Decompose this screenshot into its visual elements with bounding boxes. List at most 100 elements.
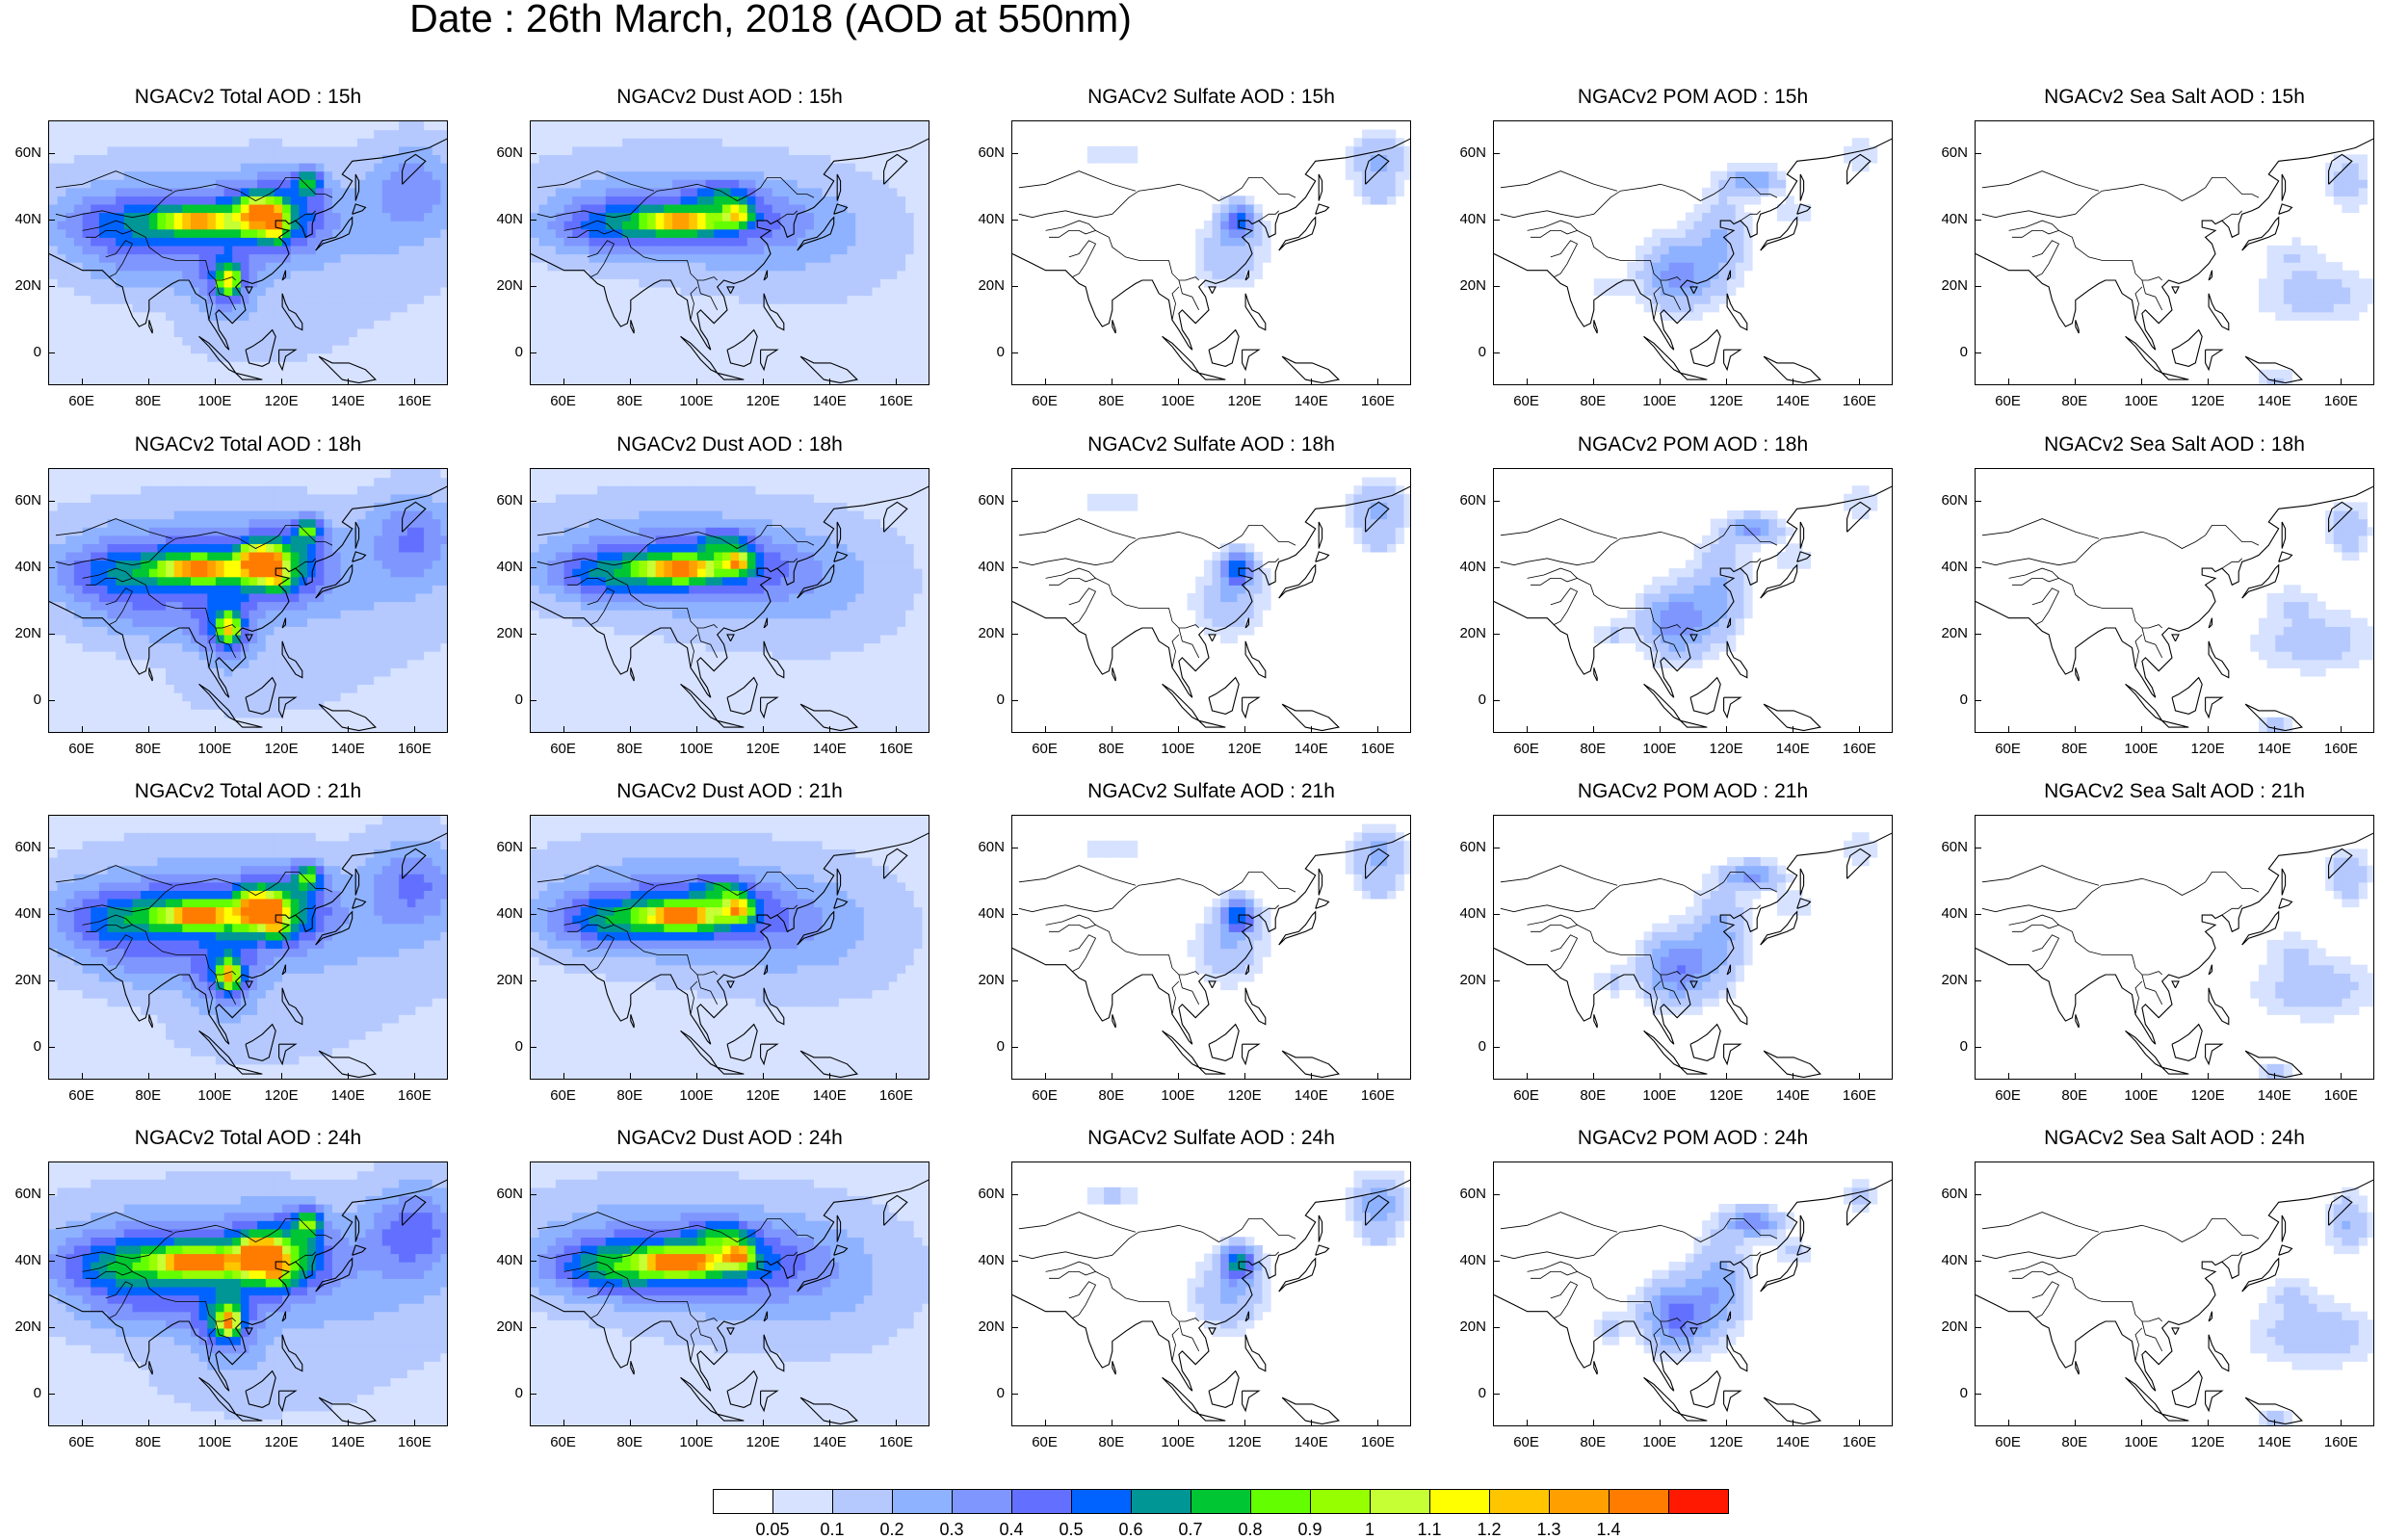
aod-cell: [1387, 163, 1397, 172]
aod-cell: [223, 196, 233, 205]
aod-cell: [538, 311, 548, 321]
aod-cell: [689, 352, 698, 362]
aod-cell: [772, 170, 781, 180]
aod-cell: [1237, 228, 1246, 238]
aod-cell: [349, 345, 358, 354]
aod-cell: [1245, 212, 1255, 222]
aod-cell: [132, 237, 142, 247]
aod-cell: [2283, 295, 2293, 304]
aod-cell: [863, 187, 873, 196]
coastline: [1726, 270, 1732, 281]
aod-cell: [805, 212, 815, 222]
aod-cell: [680, 320, 690, 329]
aod-cell: [772, 369, 781, 378]
aod-cell: [182, 469, 192, 479]
country-border: [1045, 220, 1169, 261]
aod-cell: [123, 286, 133, 297]
aod-cell: [780, 212, 790, 222]
aod-cell: [822, 345, 831, 354]
aod-cell: [764, 196, 773, 205]
aod-cell: [597, 138, 607, 147]
aod-cell: [148, 295, 158, 304]
aod-cell: [198, 286, 208, 297]
aod-cell: [91, 295, 100, 304]
aod-cell: [897, 154, 906, 164]
aod-cell: [822, 121, 831, 131]
aod-cell: [290, 145, 300, 155]
country-border: [1068, 240, 1097, 277]
aod-cell: [198, 187, 208, 196]
aod-cell: [872, 187, 881, 196]
aod-cell: [340, 228, 350, 238]
aod-cell: [755, 378, 765, 384]
longitude-tick-label: 160E: [1360, 393, 1395, 409]
aod-cell: [307, 477, 317, 486]
aod-cell: [265, 336, 275, 346]
aod-cell: [605, 196, 615, 205]
aod-cell: [2342, 196, 2351, 205]
aod-cell: [555, 138, 565, 147]
country-border: [563, 220, 688, 261]
aod-cell: [390, 352, 400, 362]
aod-cell: [315, 361, 325, 371]
aod-cell: [415, 121, 425, 131]
latitude-tick-label: 60N: [978, 144, 1005, 162]
aod-cell: [847, 253, 856, 263]
aod-cell: [65, 327, 75, 337]
aod-cell: [132, 601, 142, 611]
aod-cell: [639, 212, 648, 222]
aod-cell: [622, 278, 632, 288]
aod-cell: [415, 361, 425, 371]
aod-cell: [191, 626, 200, 636]
aod-cell: [182, 203, 192, 214]
aod-cell: [315, 717, 325, 726]
aod-cell: [82, 196, 92, 205]
aod-cell: [191, 510, 200, 520]
aod-cell: [365, 163, 375, 172]
aod-cell: [157, 369, 167, 378]
aod-cell: [399, 145, 408, 155]
aod-cell: [166, 576, 175, 586]
aod-cell: [107, 327, 117, 337]
aod-cell: [390, 187, 400, 196]
aod-cell: [98, 303, 109, 313]
aod-cell: [98, 262, 109, 272]
aod-cell: [57, 196, 66, 205]
aod-cell: [191, 551, 200, 561]
aod-cell: [57, 493, 66, 503]
aod-cell: [822, 245, 831, 255]
aod-cell: [191, 212, 200, 222]
aod-cell: [324, 592, 333, 603]
aod-cell: [116, 568, 125, 578]
longitude-tick-label: 120E: [264, 393, 299, 409]
aod-cell: [739, 369, 748, 378]
aod-cell: [880, 196, 890, 205]
aod-cell: [182, 684, 192, 693]
aod-cell: [265, 485, 275, 495]
aod-cell: [432, 270, 441, 279]
aod-cell: [282, 121, 292, 131]
aod-cell: [299, 659, 308, 668]
aod-cell: [547, 221, 557, 230]
aod-cell: [664, 311, 673, 321]
longitude-tick-label: 120E: [1709, 393, 1743, 409]
aod-cell: [399, 262, 408, 272]
aod-cell: [580, 303, 590, 313]
aod-cell: [290, 203, 300, 214]
aod-cell: [207, 345, 217, 354]
aod-cell: [141, 336, 150, 346]
aod-cell: [173, 369, 183, 378]
aod-cell: [299, 245, 308, 255]
aod-cell: [198, 352, 208, 362]
aod-cell: [307, 510, 317, 520]
aod-cell: [91, 709, 100, 718]
aod-cell: [198, 642, 208, 652]
aod-cell: [780, 278, 790, 288]
coastline: [2075, 320, 2080, 334]
aod-cell: [531, 253, 540, 263]
aod-cell: [215, 551, 225, 561]
aod-cell: [223, 709, 233, 718]
aod-cell: [797, 187, 806, 196]
coastline: [1846, 153, 1872, 185]
aod-cell: [755, 187, 765, 196]
